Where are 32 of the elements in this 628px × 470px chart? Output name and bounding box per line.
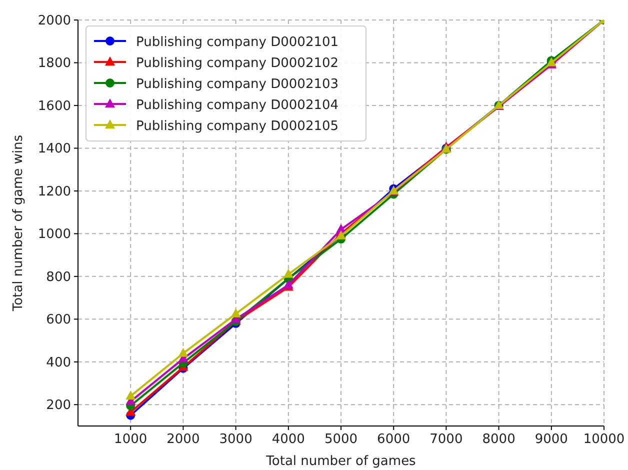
legend-label: Publishing company D0002104 [136,98,339,113]
x-axis-title: Total number of games [265,454,416,469]
legend-label: Publishing company D0002105 [136,119,339,134]
x-tick-label: 3000 [219,432,252,447]
legend-label: Publishing company D0002102 [136,56,339,71]
x-tick-label: 9000 [534,432,568,447]
x-tick-label: 8000 [482,432,516,447]
x-tick-label: 6000 [377,432,410,447]
point [283,268,294,278]
x-tick-label: 2000 [166,432,200,447]
y-tick-label: 1600 [38,98,71,114]
y-tick-label: 1200 [38,184,71,200]
x-tick-label: 7000 [430,432,463,447]
y-tick-label: 1000 [38,227,71,242]
x-tick-label: 4000 [272,432,305,447]
y-tick-label: 1400 [38,142,71,157]
legend-label: Publishing company D0002103 [136,77,339,92]
point [230,308,241,318]
x-tick-label: 10000 [583,432,625,447]
y-axis-title: Total number of game wins [11,134,26,312]
x-tick-label: 1000 [114,432,148,447]
legend-label: Publishing company D0002101 [136,35,339,50]
y-tick-label: 800 [46,270,71,285]
y-tick-label: 400 [46,355,71,370]
y-tick-label: 600 [46,312,71,328]
x-tick-label: 5000 [324,432,358,447]
y-tick-label: 2000 [38,14,71,28]
point [283,279,294,288]
y-tick-label: 1800 [38,56,71,72]
y-tick-label: 200 [46,398,71,414]
point [178,348,188,357]
point [126,390,136,400]
